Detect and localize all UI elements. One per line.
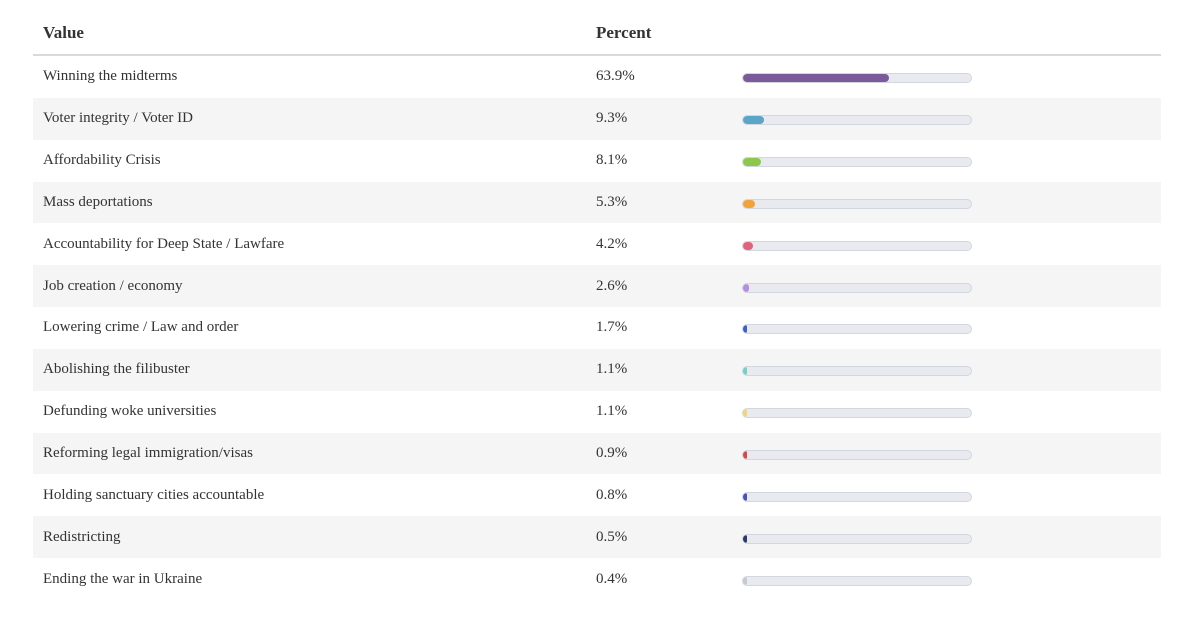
table-row: Job creation / economy 2.6% [33, 265, 1161, 308]
progress-bar-track [742, 408, 972, 419]
table-body: Winning the midterms 63.9% Voter integrity… [33, 56, 1161, 600]
table-row: Affordability Crisis 8.1% [33, 140, 1161, 182]
progress-bar-fill [743, 199, 756, 208]
row-label: Voter integrity / Voter ID [43, 110, 193, 127]
table-header: Value Percent [33, 12, 1161, 56]
row-bar-cell [742, 112, 1161, 126]
row-bar-cell [742, 531, 1161, 544]
row-percent: 8.1% [596, 152, 628, 169]
progress-bar-track [742, 366, 972, 377]
row-label: Reforming legal immigration/visas [43, 445, 253, 462]
row-label: Ending the war in Ukraine [43, 570, 203, 587]
row-percent: 1.1% [596, 403, 628, 420]
row-bar-cell [742, 154, 1161, 168]
row-label: Mass deportations [43, 193, 153, 210]
row-label: Defunding woke universities [43, 403, 217, 420]
row-label: Winning the midterms [43, 68, 178, 85]
progress-bar-fill [743, 325, 747, 334]
row-bar-cell [742, 238, 1161, 251]
table-row: Accountability for Deep State / Lawfare 4… [33, 223, 1161, 265]
row-percent: 2.6% [596, 277, 628, 294]
header-value[interactable]: Value [43, 23, 84, 42]
row-bar-cell [742, 70, 1161, 84]
progress-bar-track [742, 198, 972, 209]
row-percent: 4.2% [596, 235, 628, 252]
row-bar-cell [742, 321, 1161, 335]
progress-bar-track [742, 157, 972, 168]
progress-bar-fill [743, 241, 753, 250]
row-percent: 63.9% [596, 68, 635, 85]
progress-bar-track [742, 73, 972, 84]
progress-bar-fill [743, 367, 747, 376]
row-percent: 1.1% [596, 361, 628, 378]
header-percent[interactable]: Percent [596, 23, 652, 42]
row-label: Abolishing the filibuster [43, 361, 190, 378]
row-percent: 0.9% [596, 445, 628, 462]
progress-bar-fill [743, 283, 749, 292]
progress-bar-fill [743, 534, 747, 543]
row-bar-cell [742, 489, 1161, 502]
progress-bar-track [742, 450, 972, 461]
progress-bar-track [742, 491, 972, 502]
progress-bar-track [742, 282, 972, 293]
table-row: Lowering crime / Law and order 1.7% [33, 307, 1161, 349]
row-percent: 1.7% [596, 319, 628, 336]
table-row: Winning the midterms 63.9% [33, 56, 1161, 98]
progress-bar-fill [743, 74, 889, 83]
row-percent: 5.3% [596, 193, 628, 210]
table-row: Defunding woke universities 1.1% [33, 391, 1161, 433]
row-bar-cell [742, 363, 1161, 377]
progress-bar-fill [743, 409, 747, 418]
table-row: Reforming legal immigration/visas 0.9% [33, 432, 1161, 475]
table-row: Voter integrity / Voter ID 9.3% [33, 97, 1161, 140]
table-row: Abolishing the filibuster 1.1% [33, 348, 1161, 391]
row-label: Redistricting [43, 528, 121, 545]
progress-bar-track [742, 115, 972, 126]
row-bar-cell [742, 573, 1161, 586]
row-bar-cell [742, 196, 1161, 209]
table-row: Ending the war in Ukraine 0.4% [33, 558, 1161, 600]
row-label: Affordability Crisis [43, 152, 161, 169]
row-bar-cell [742, 405, 1161, 419]
progress-bar-track [742, 533, 972, 544]
row-percent: 0.8% [596, 486, 628, 503]
progress-bar-track [742, 324, 972, 335]
results-table: Value Percent Winning the midterms 63.9% V… [33, 12, 1161, 600]
progress-bar-fill [743, 576, 747, 585]
progress-bar-fill [743, 451, 747, 460]
progress-bar-fill [743, 492, 747, 501]
row-percent: 0.5% [596, 528, 628, 545]
table-row: Holding sanctuary cities accountable 0.8% [33, 474, 1161, 516]
table-row: Redistricting 0.5% [33, 516, 1161, 559]
row-label: Job creation / economy [43, 277, 183, 294]
row-label: Lowering crime / Law and order [43, 319, 239, 336]
progress-bar-track [742, 240, 972, 251]
progress-bar-fill [743, 158, 762, 167]
row-bar-cell [742, 447, 1161, 461]
row-bar-cell [742, 280, 1161, 293]
progress-bar-track [742, 575, 972, 586]
table-row: Mass deportations 5.3% [33, 181, 1161, 224]
row-label: Holding sanctuary cities accountable [43, 486, 265, 503]
row-label: Accountability for Deep State / Lawfare [43, 235, 285, 252]
progress-bar-fill [743, 116, 765, 125]
row-percent: 9.3% [596, 110, 628, 127]
row-percent: 0.4% [596, 570, 628, 587]
